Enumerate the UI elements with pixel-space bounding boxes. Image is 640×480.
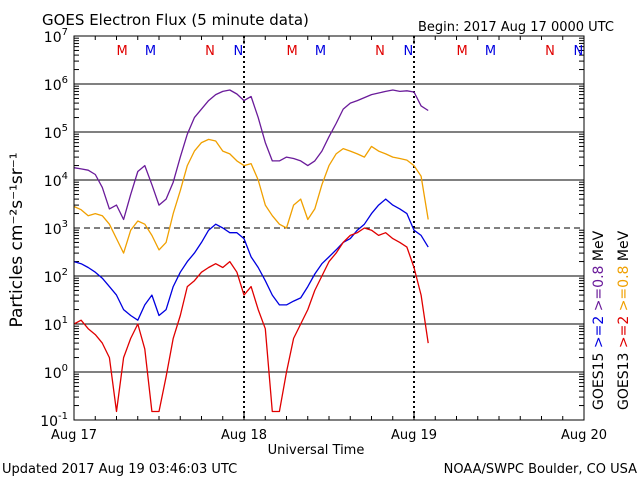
- begin-label: Begin: 2017 Aug 17 0000 UTC: [418, 20, 614, 35]
- x-tick-label: Aug 17: [51, 428, 97, 443]
- marker-label: N: [375, 44, 385, 59]
- series-line-2: [73, 198, 429, 321]
- series-line-0: [73, 89, 429, 221]
- y-tick-label: 102: [44, 267, 68, 286]
- marker-label: M: [315, 44, 326, 59]
- y-tick-label: 104: [44, 171, 68, 190]
- updated-timestamp: Updated 2017 Aug 19 03:46:03 UTC: [2, 462, 237, 477]
- y-tick-label: 103: [44, 219, 68, 238]
- series-lines: [73, 89, 429, 413]
- marker-label: N: [205, 44, 215, 59]
- chart-title: GOES Electron Flux (5 minute data): [42, 11, 309, 29]
- x-tick-label: Aug 20: [561, 428, 607, 443]
- marker-label: N: [233, 44, 243, 59]
- y-tick-label: 100: [44, 363, 68, 382]
- series-line-3: [73, 227, 429, 413]
- x-tick-label: Aug 19: [391, 428, 437, 443]
- marker-label: M: [145, 44, 156, 59]
- y-tick-label: 107: [44, 27, 68, 46]
- marker-label: M: [117, 44, 128, 59]
- marker-label: M: [485, 44, 496, 59]
- x-axis-label: Universal Time: [268, 443, 365, 458]
- y-tick-label: 106: [44, 75, 68, 94]
- y-axis-label: Particles cm⁻²s⁻¹sr⁻¹: [7, 152, 27, 327]
- series-line-1: [73, 138, 429, 254]
- plot-frame: [73, 35, 585, 421]
- plot-border: [73, 35, 585, 421]
- source-credit: NOAA/SWPC Boulder, CO USA: [444, 462, 637, 477]
- marker-label: M: [457, 44, 468, 59]
- x-tick-label: Aug 18: [221, 428, 267, 443]
- marker-label: N: [545, 44, 555, 59]
- legend: GOES15 >=2 >=0.8 MeV GOES13 >=2 >=0.8 MeV: [591, 230, 632, 410]
- x-tick-labels: Aug 17 Aug 18 Aug 19 Aug 20: [51, 428, 607, 443]
- y-tick-labels: 10-1 100 101 102 103 104 105 106 107: [40, 27, 68, 430]
- marker-label: M: [287, 44, 298, 59]
- marker-label: N: [573, 44, 583, 59]
- legend-entry: GOES13 >=2 >=0.8 MeV: [616, 230, 632, 410]
- y-tick-label: 101: [44, 315, 68, 334]
- marker-label: N: [403, 44, 413, 59]
- y-tick-label: 10-1: [40, 411, 68, 430]
- legend-entry: GOES15 >=2 >=0.8 MeV: [591, 230, 607, 410]
- y-tick-label: 105: [44, 123, 68, 142]
- grid-lines: [74, 37, 584, 407]
